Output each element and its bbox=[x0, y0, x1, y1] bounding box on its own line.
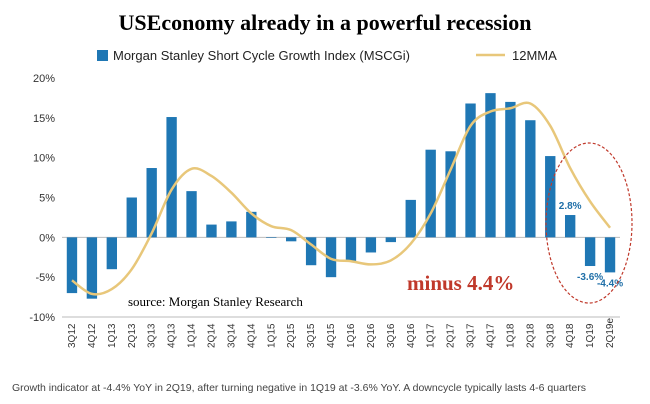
x-axis-ticks: 3Q12 4Q12 1Q13 2Q13 3Q13 4Q13 1Q14 2Q14 3Q14 4Q14… bbox=[67, 318, 616, 348]
bar bbox=[525, 120, 536, 238]
x-tick-label: 3Q16 bbox=[386, 323, 397, 348]
bar bbox=[226, 221, 237, 238]
bar bbox=[266, 237, 277, 238]
x-tick-label: 1Q14 bbox=[187, 323, 198, 348]
y-tick-label: 10% bbox=[33, 153, 55, 165]
bar bbox=[485, 93, 496, 238]
bar bbox=[604, 237, 616, 273]
bar bbox=[246, 211, 257, 238]
x-tick-label: 4Q17 bbox=[485, 323, 496, 348]
callout-text: minus 4.4% bbox=[407, 271, 514, 295]
x-tick-label: 2Q15 bbox=[286, 323, 297, 348]
x-tick-label: 1Q19 bbox=[585, 323, 596, 348]
x-tick-label: 2Q13 bbox=[127, 323, 138, 348]
data-label: 2.8% bbox=[559, 201, 582, 212]
x-tick-label: 1Q16 bbox=[346, 323, 357, 348]
x-tick-label: 2Q19e bbox=[605, 318, 616, 348]
x-tick-label: 2Q14 bbox=[206, 323, 217, 348]
data-labels: 2.8% -3.6%-4.4% bbox=[559, 201, 623, 289]
x-tick-label: 3Q17 bbox=[466, 323, 477, 348]
x-tick-label: 4Q18 bbox=[565, 323, 576, 348]
bar bbox=[325, 237, 337, 278]
x-tick-label: 3Q15 bbox=[306, 323, 317, 348]
bar bbox=[445, 151, 456, 238]
bar bbox=[385, 237, 397, 243]
bar bbox=[564, 215, 576, 238]
ma-line bbox=[71, 101, 612, 296]
bar bbox=[305, 237, 317, 266]
x-tick-label: 4Q15 bbox=[326, 323, 337, 348]
bar bbox=[545, 156, 556, 238]
x-tick-label: 4Q12 bbox=[87, 323, 98, 348]
x-tick-label: 3Q18 bbox=[545, 323, 556, 348]
x-tick-label: 2Q16 bbox=[366, 323, 377, 348]
x-tick-label: 3Q14 bbox=[226, 323, 237, 348]
highlight-ellipse bbox=[545, 142, 633, 304]
y-tick-label: 20% bbox=[33, 73, 55, 85]
bar bbox=[66, 237, 78, 294]
data-label: -4.4% bbox=[597, 278, 623, 289]
bar bbox=[285, 237, 297, 242]
source-text: source: Morgan Stanley Research bbox=[128, 294, 303, 309]
bar bbox=[126, 197, 137, 238]
bar bbox=[405, 199, 416, 238]
bar bbox=[186, 191, 197, 238]
y-tick-label: 15% bbox=[33, 113, 55, 125]
x-tick-label: 3Q13 bbox=[147, 323, 158, 348]
bar bbox=[206, 224, 217, 238]
bar bbox=[106, 237, 118, 270]
bar bbox=[86, 237, 98, 299]
x-tick-label: 2Q18 bbox=[525, 323, 536, 348]
ma-line-path bbox=[71, 101, 612, 296]
bars bbox=[66, 93, 616, 299]
x-tick-label: 2Q17 bbox=[446, 323, 457, 348]
data-label: -3.6% bbox=[577, 272, 603, 283]
legend-bar-swatch bbox=[97, 50, 108, 61]
y-tick-label: 5% bbox=[39, 193, 55, 205]
legend-line-label: 12MMA bbox=[512, 48, 557, 63]
bar bbox=[365, 237, 377, 253]
bar bbox=[345, 237, 357, 262]
legend: Morgan Stanley Short Cycle Growth Index … bbox=[97, 48, 557, 63]
x-tick-label: 1Q15 bbox=[266, 323, 277, 348]
legend-bar-label: Morgan Stanley Short Cycle Growth Index … bbox=[113, 48, 410, 63]
x-tick-label: 1Q18 bbox=[505, 323, 516, 348]
bar bbox=[146, 168, 157, 238]
bar bbox=[505, 101, 516, 238]
bar bbox=[166, 117, 177, 238]
footnote: Growth indicator at -4.4% YoY in 2Q19, a… bbox=[12, 382, 586, 394]
y-axis-ticks: -10% -5% 0% 5% 10% 15% 20% bbox=[29, 73, 55, 324]
x-tick-label: 3Q12 bbox=[67, 323, 78, 348]
x-tick-label: 4Q16 bbox=[406, 323, 417, 348]
x-tick-label: 1Q13 bbox=[107, 323, 118, 348]
bar bbox=[584, 237, 596, 267]
chart-title: USEconomy already in a powerful recessio… bbox=[119, 10, 532, 35]
y-tick-label: 0% bbox=[39, 232, 55, 244]
y-tick-label: -5% bbox=[35, 272, 55, 284]
bar bbox=[425, 149, 436, 238]
x-tick-label: 4Q13 bbox=[167, 323, 178, 348]
bar bbox=[465, 103, 476, 238]
x-tick-label: 1Q17 bbox=[426, 323, 437, 348]
x-tick-label: 4Q14 bbox=[246, 323, 257, 348]
y-tick-label: -10% bbox=[29, 312, 55, 324]
